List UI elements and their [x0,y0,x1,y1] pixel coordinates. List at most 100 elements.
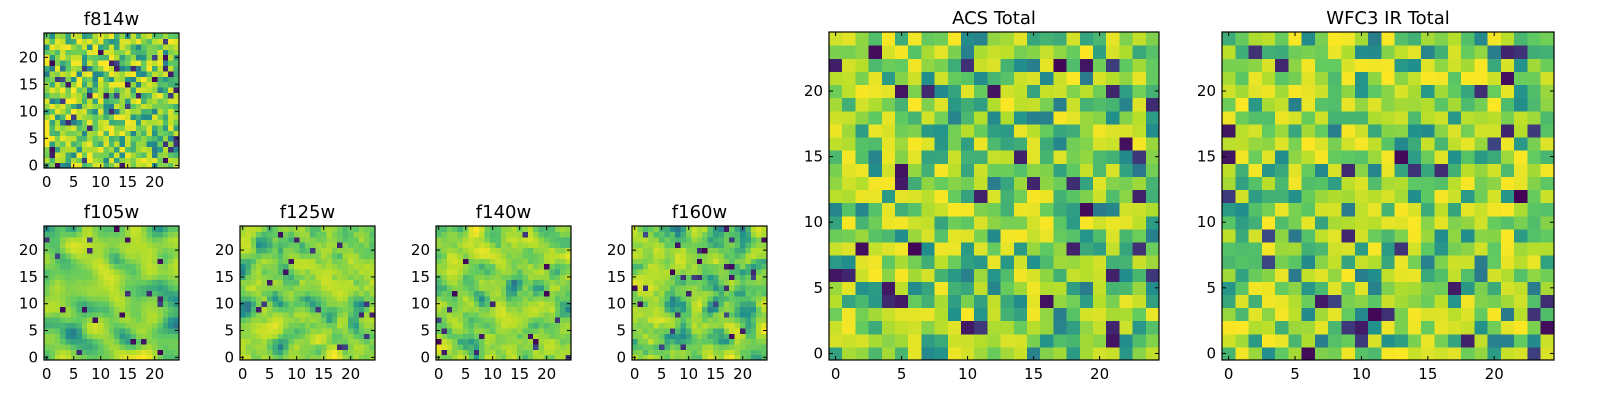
heatmap-cell [49,97,56,104]
heatmap-cell [702,333,709,340]
heatmap-cell [173,311,180,318]
heatmap-cell [135,76,142,83]
heatmap-cell [162,333,169,340]
heatmap-cell [1341,281,1356,295]
heatmap-cell [369,258,376,265]
heatmap-cell [283,279,290,286]
heatmap-cell [1421,228,1436,243]
heatmap-cell [745,242,752,249]
heatmap-cell [87,322,94,329]
heatmap-cell [1368,320,1382,335]
heatmap-cell [868,150,883,164]
heatmap-cell [452,226,459,232]
heatmap-cell [81,49,88,56]
x-tick-label: 20 [1090,365,1109,383]
heatmap-cell [71,338,77,345]
heatmap-cell [463,301,469,307]
heatmap-cell [76,236,83,243]
heatmap-cell [92,343,99,350]
heatmap-cell [294,338,300,345]
heatmap-cell [1288,97,1303,112]
heatmap-cell [707,354,714,361]
heatmap-cell [1119,202,1134,217]
heatmap-cell [157,306,164,313]
heatmap-cell [642,252,649,259]
heatmap-cell [675,301,682,307]
heatmap-cell [934,150,949,164]
heatmap-cell [895,84,909,99]
heatmap-cell [1381,255,1396,269]
heatmap-cell [146,119,153,126]
heatmap-cell [527,242,534,249]
heatmap-cell [331,295,338,302]
heatmap-cell [637,327,644,334]
heatmap-cell [842,58,856,72]
heatmap-cell [49,311,56,318]
heatmap-cell [947,241,962,256]
heatmap-cell [713,242,719,249]
heatmap-cell [441,333,448,340]
heatmap-cell [457,349,464,356]
heatmap-cell [463,274,469,281]
heatmap-cell [479,258,486,265]
heatmap-cell [173,76,180,83]
heatmap-cell [544,274,550,281]
heatmap-cell [1354,58,1369,72]
heatmap-cell [87,290,94,297]
heatmap-cell [135,33,142,39]
heatmap-cell [152,38,158,45]
heatmap-cell [1119,241,1134,256]
heatmap-cell [1434,281,1449,295]
heatmap-cell [565,258,572,265]
heatmap-cell [642,349,649,356]
heatmap-cell [1040,150,1054,164]
heatmap-cell [522,311,529,318]
heatmap-cell [146,247,153,254]
heatmap-cell [173,236,180,243]
heatmap-cell [108,333,115,340]
heatmap-cell [1421,150,1436,164]
heatmap-cell [1368,45,1382,59]
heatmap-cell [855,215,870,230]
y-tick-label: 15 [411,268,430,286]
heatmap-cell [353,349,360,356]
heatmap-cell [364,279,371,286]
heatmap-cell [135,65,142,72]
heatmap-cell [135,247,142,254]
heatmap-cell [1275,215,1289,230]
heatmap-cell [637,295,644,302]
heatmap-cell [1328,268,1343,282]
heatmap-cell [446,226,453,232]
heatmap-cell [1000,123,1015,138]
heatmap-cell [881,346,896,361]
x-tick-label: 15 [118,173,137,191]
heatmap-cell [162,343,169,350]
heatmap-cell [103,231,110,238]
heatmap-cell [829,281,843,295]
heatmap-cell [256,279,263,286]
heatmap-cell [1301,136,1316,151]
heatmap-cell [65,236,72,243]
heatmap-cell [560,268,567,275]
heatmap-cell [538,226,545,232]
heatmap-cell [76,92,83,99]
heatmap-cell [304,247,311,254]
heatmap-cell [103,284,110,291]
heatmap-cell [452,311,459,318]
heatmap-cell [1040,110,1054,125]
heatmap-cell [173,151,180,158]
heatmap-cell [468,258,475,265]
heatmap-cell [288,258,295,265]
heatmap-cell [506,327,513,334]
heatmap-cell [81,354,88,361]
heatmap-cell [452,333,459,340]
heatmap-cell [1500,320,1515,335]
heatmap-cell [506,247,513,254]
heatmap-cell [680,279,687,286]
heatmap-cell [283,327,290,334]
heatmap-cell [484,263,491,270]
heatmap-cell [436,258,442,265]
heatmap-cell [490,338,496,345]
x-tick-label: 0 [42,173,52,191]
heatmap-cell [522,226,529,232]
